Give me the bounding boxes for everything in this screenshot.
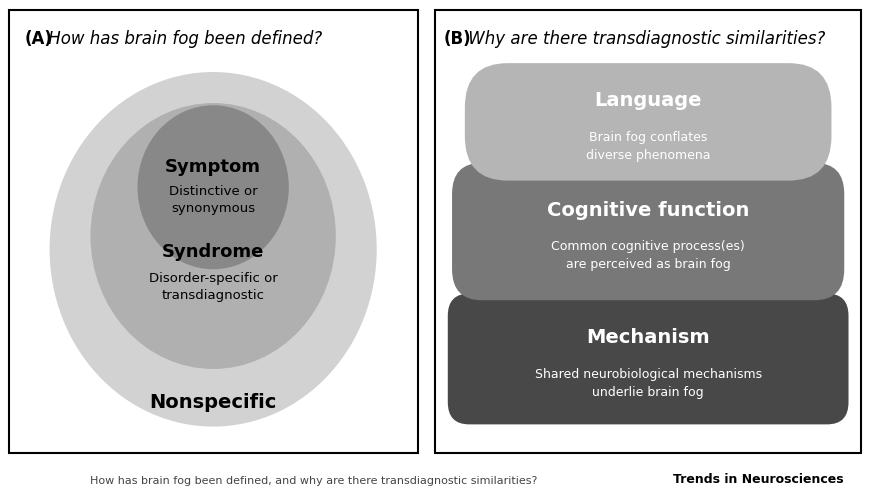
Text: Common cognitive process(es)
are perceived as brain fog: Common cognitive process(es) are perceiv… — [551, 241, 744, 271]
Text: How has brain fog been defined, and why are there transdiagnostic similarities?: How has brain fog been defined, and why … — [90, 476, 536, 486]
Text: Mechanism: Mechanism — [586, 328, 709, 347]
Text: Brain fog conflates
diverse phenomena: Brain fog conflates diverse phenomena — [585, 131, 710, 162]
FancyBboxPatch shape — [9, 10, 417, 453]
Ellipse shape — [50, 72, 376, 427]
Text: (B): (B) — [443, 30, 471, 48]
Ellipse shape — [137, 105, 289, 269]
Text: How has brain fog been defined?: How has brain fog been defined? — [43, 30, 322, 48]
Text: Shared neurobiological mechanisms
underlie brain fog: Shared neurobiological mechanisms underl… — [534, 368, 761, 399]
Text: Cognitive function: Cognitive function — [547, 201, 748, 220]
FancyBboxPatch shape — [464, 63, 831, 181]
Text: Syndrome: Syndrome — [162, 243, 264, 260]
FancyBboxPatch shape — [434, 10, 860, 453]
Text: Nonspecific: Nonspecific — [149, 393, 276, 412]
Text: Trends in Neurosciences: Trends in Neurosciences — [673, 473, 843, 486]
FancyBboxPatch shape — [448, 294, 847, 424]
Text: (A): (A) — [25, 30, 53, 48]
Text: Why are there transdiagnostic similarities?: Why are there transdiagnostic similariti… — [462, 30, 824, 48]
Text: Disorder-specific or
transdiagnostic: Disorder-specific or transdiagnostic — [149, 272, 277, 302]
Ellipse shape — [90, 103, 335, 369]
Text: Distinctive or
synonymous: Distinctive or synonymous — [169, 185, 257, 215]
FancyBboxPatch shape — [452, 163, 843, 300]
Text: Language: Language — [594, 91, 701, 110]
Text: Symptom: Symptom — [165, 158, 261, 176]
